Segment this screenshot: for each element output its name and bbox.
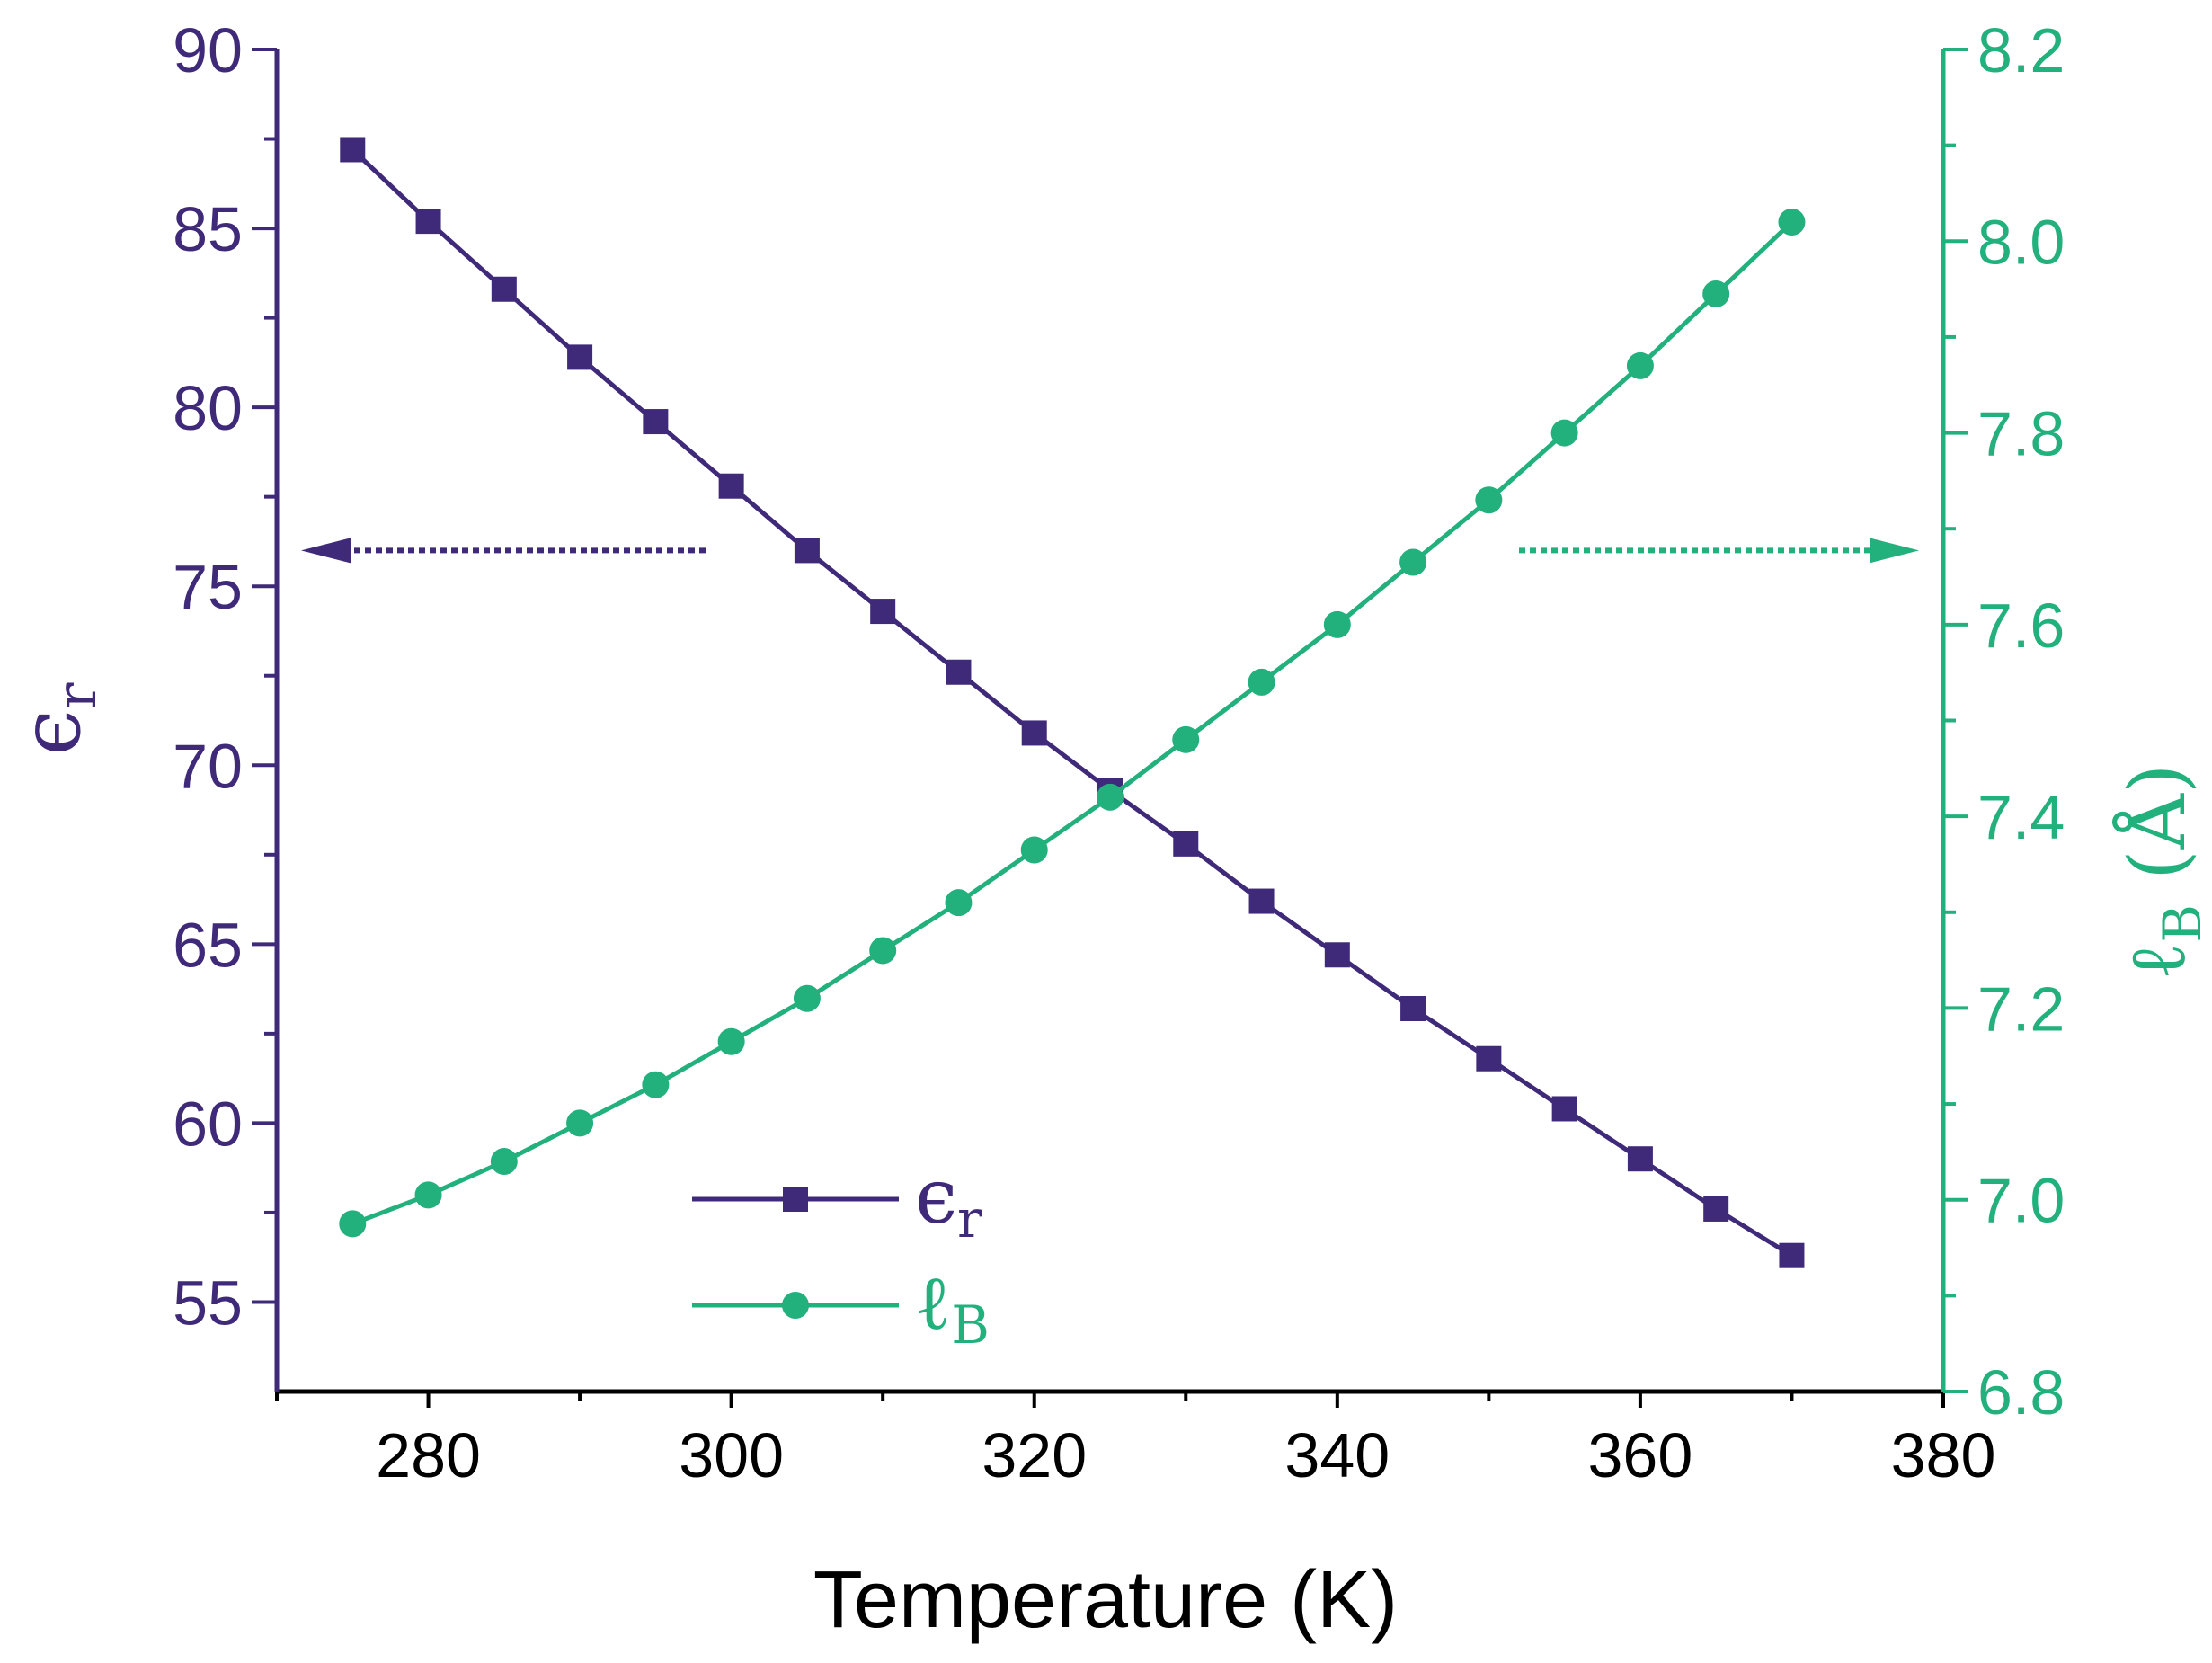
y-right-axis-title-sub: B — [2152, 904, 2212, 943]
epsilon_r-point — [1021, 720, 1047, 746]
epsilon_r-point — [794, 538, 820, 564]
epsilon_r-point — [1703, 1196, 1729, 1222]
l_B-point — [642, 1071, 670, 1098]
l_B-point — [1323, 610, 1351, 638]
l_B-point — [1097, 783, 1124, 811]
l_B-point — [1020, 836, 1048, 864]
y-left-axis-title-sub: r — [43, 682, 109, 709]
epsilon_r-point — [567, 344, 593, 370]
epsilon_r-point — [1627, 1146, 1653, 1172]
l_B-point — [1475, 486, 1503, 514]
l_B-point — [717, 1027, 745, 1055]
legend-l_B-marker — [782, 1292, 809, 1319]
y-left-tick-label: 75 — [173, 552, 243, 622]
legend-epsilon_r-label: ϵr — [915, 1152, 982, 1249]
l_B-point — [566, 1109, 594, 1137]
y-left-tick-label: 85 — [173, 194, 243, 264]
epsilon_r-line — [351, 147, 1793, 1258]
x-tick-label: 300 — [679, 1420, 784, 1490]
y-left-tick-label: 90 — [173, 15, 243, 85]
legend-l_B-label-sub: B — [951, 1294, 990, 1356]
y-right-tick-label: 7.4 — [1977, 782, 2065, 852]
legend-l_B-label: ℓB — [915, 1258, 990, 1356]
y-left-tick-label: 55 — [173, 1267, 243, 1338]
y-right-tick-label: 7.0 — [1977, 1166, 2065, 1236]
x-axis-title: Temperature (K) — [813, 1555, 1398, 1645]
l_B-point — [414, 1181, 442, 1209]
y-right-axis: 6.8 7.0 7.2 7.4 7.6 7.8 8.0 8.2 — [1943, 15, 2065, 1427]
y-left-axis-title: ϵr — [3, 682, 109, 756]
y-left-tick-label: 80 — [173, 373, 243, 443]
l_B-point — [490, 1148, 518, 1176]
epsilon_r-point — [718, 473, 744, 499]
epsilon_r-point — [1551, 1096, 1577, 1122]
left-arrow-head — [301, 538, 351, 564]
epsilon_r-point — [340, 137, 366, 163]
y-right-tick-label: 8.0 — [1977, 207, 2065, 277]
l_B-point — [1778, 208, 1806, 236]
epsilon_r-point — [946, 659, 972, 685]
x-tick-label: 380 — [1891, 1420, 1996, 1490]
y-left-tick-label: 65 — [173, 910, 243, 980]
y-right-axis-title-main: ℓ — [2113, 943, 2203, 980]
legend-epsilon_r-label-sub: r — [957, 1188, 982, 1249]
epsilon_r-point — [643, 409, 669, 435]
y-left-tick-label: 60 — [173, 1089, 243, 1159]
epsilon_r-point — [1173, 831, 1199, 857]
legend-epsilon_r-marker — [783, 1187, 808, 1212]
l_B-point — [793, 984, 821, 1012]
epsilon_r-point — [415, 209, 441, 235]
plot-frame — [274, 49, 1946, 1394]
right-arrow-head — [1870, 538, 1919, 564]
svg-text:ℓB (Å): ℓB (Å) — [2112, 764, 2212, 980]
l_B-point — [945, 889, 973, 917]
y-left-axis: 55 60 65 70 75 80 85 90 — [173, 15, 277, 1338]
x-tick-label: 320 — [982, 1420, 1087, 1490]
series-layer — [339, 137, 1806, 1268]
x-tick-label: 280 — [376, 1420, 481, 1490]
x-tick-label: 360 — [1588, 1420, 1693, 1490]
l_B-line — [351, 220, 1794, 1226]
epsilon_r-point — [1400, 995, 1426, 1021]
y-right-axis-title-unit: (Å) — [2112, 764, 2203, 905]
l_B-point — [1702, 280, 1730, 307]
x-axis: 280 300 320 340 360 380 — [275, 1392, 1996, 1490]
epsilon_r-point — [1476, 1045, 1502, 1072]
y-right-tick-label: 6.8 — [1977, 1357, 2065, 1427]
y-left-tick-label: 70 — [173, 731, 243, 801]
l_B-point — [339, 1210, 367, 1238]
y-right-axis-title: ℓB (Å) — [2112, 764, 2212, 980]
l_B-point — [1550, 419, 1578, 447]
annotation-arrows — [301, 538, 1919, 564]
l_B-point — [869, 937, 897, 965]
legend-epsilon_r-label-main: ϵ — [915, 1152, 957, 1241]
epsilon_r-point — [870, 599, 896, 625]
epsilon_r-point — [1324, 942, 1350, 968]
epsilon_r-point — [1248, 888, 1275, 914]
legend-l_B-label-main: ℓ — [915, 1258, 951, 1347]
epsilon_r-point — [491, 276, 517, 302]
y-left-axis-title-main: ϵ — [3, 709, 99, 756]
l_B-point — [1172, 725, 1200, 753]
epsilon_r-point — [1779, 1242, 1805, 1268]
l_B-point — [1248, 668, 1275, 696]
x-tick-label: 340 — [1284, 1420, 1390, 1490]
y-right-tick-label: 8.2 — [1977, 15, 2065, 85]
y-right-tick-label: 7.2 — [1977, 974, 2065, 1044]
l_B-point — [1626, 351, 1654, 379]
y-right-tick-label: 7.6 — [1977, 591, 2065, 661]
y-right-tick-label: 7.8 — [1977, 399, 2065, 469]
svg-text:ϵr: ϵr — [3, 682, 109, 756]
l_B-point — [1399, 548, 1427, 576]
